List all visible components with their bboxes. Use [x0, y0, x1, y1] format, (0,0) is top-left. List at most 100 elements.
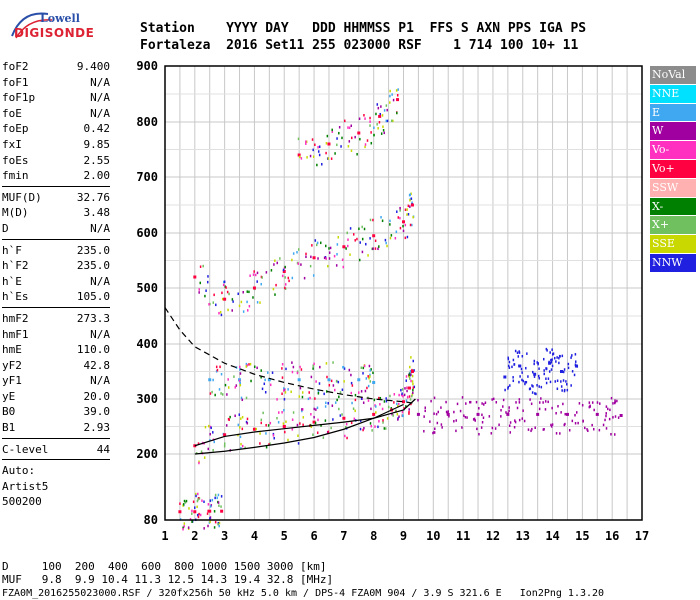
legend-item-nne: NNE	[650, 84, 696, 103]
trace-point	[380, 215, 382, 219]
trace-point	[285, 367, 287, 371]
trace-point	[217, 493, 220, 497]
trace-point	[537, 362, 539, 366]
trace-point	[208, 378, 212, 382]
param-value: N/A	[90, 221, 110, 235]
trace-point	[368, 364, 371, 368]
trace-point	[354, 135, 356, 139]
trace-point	[209, 520, 211, 524]
trace-point	[284, 265, 286, 269]
trace-point	[193, 275, 197, 279]
trace-point	[223, 280, 225, 284]
trace-point	[410, 192, 412, 195]
trace-point	[367, 254, 369, 257]
trace-point	[359, 427, 362, 431]
trace-point	[561, 389, 563, 392]
param-value: 105.0	[76, 290, 110, 304]
trace-point	[312, 364, 314, 367]
trace-point	[402, 220, 405, 224]
trace-point	[192, 500, 195, 504]
trace-point	[424, 409, 426, 413]
trace-point	[275, 283, 277, 287]
trace-point	[563, 389, 566, 393]
trace-point	[256, 366, 258, 370]
trace-point	[393, 393, 396, 396]
trace-point	[445, 410, 448, 414]
trace-point	[239, 383, 242, 387]
trace-point	[241, 444, 244, 448]
trace-point	[218, 524, 220, 528]
trace-point	[242, 290, 244, 294]
trace-point	[214, 393, 216, 397]
trace-point	[524, 382, 526, 386]
trace-point	[598, 428, 601, 432]
trace-point	[212, 431, 214, 434]
trace-point	[410, 373, 412, 376]
trace-point	[276, 398, 278, 401]
trace-point	[533, 359, 536, 363]
trace-point	[183, 522, 186, 525]
trace-point	[396, 94, 399, 97]
fit-curve	[164, 307, 416, 404]
trace-point	[540, 397, 542, 400]
trace-point	[207, 509, 209, 513]
trace-point	[537, 374, 540, 378]
trace-point	[599, 402, 601, 405]
trace-point	[498, 423, 500, 427]
logo-swoosh-icon	[11, 12, 53, 39]
trace-point	[538, 377, 541, 380]
trace-point	[297, 153, 301, 157]
y-tick-label: 400	[136, 337, 158, 351]
trace-point	[397, 216, 400, 219]
x-tick-label: 16	[605, 529, 619, 543]
trace-point	[372, 234, 376, 238]
trace-point	[218, 504, 220, 507]
trace-point	[534, 392, 536, 395]
trace-point	[329, 246, 332, 250]
param-row: foF1 N/A	[2, 75, 110, 91]
trace-point	[351, 384, 354, 387]
trace-point	[317, 390, 320, 393]
param-name: h`E	[2, 274, 22, 288]
trace-point	[550, 425, 553, 428]
trace-point	[207, 447, 210, 451]
trace-point	[245, 362, 248, 366]
param-name: fxI	[2, 137, 22, 151]
trace-point	[235, 366, 238, 369]
param-value: 44	[96, 442, 110, 456]
trace-point	[241, 427, 244, 431]
y-tick-label: 900	[136, 59, 158, 73]
trace-point	[610, 433, 612, 436]
trace-point	[544, 408, 547, 411]
trace-point	[465, 402, 467, 405]
trace-point	[219, 365, 221, 369]
trace-point	[239, 368, 241, 371]
trace-point	[555, 432, 558, 435]
trace-point	[578, 402, 581, 405]
trace-point	[373, 398, 376, 402]
trace-point	[369, 116, 371, 120]
fit-curve	[194, 398, 416, 447]
trace-point	[357, 131, 361, 135]
trace-point	[283, 389, 285, 392]
trace-point	[574, 422, 577, 425]
trace-point	[317, 145, 319, 149]
trace-point	[342, 416, 346, 420]
trace-point	[246, 417, 249, 421]
trace-point	[565, 412, 569, 416]
param-row: yF2 42.8	[2, 358, 110, 374]
trace-point	[396, 98, 400, 102]
trace-point	[526, 352, 528, 355]
trace-point	[259, 442, 261, 445]
trace-point	[362, 401, 365, 404]
trace-point	[317, 257, 319, 260]
trace-point	[461, 396, 464, 399]
trace-point	[342, 245, 346, 249]
trace-point	[373, 133, 375, 137]
trace-point	[411, 374, 414, 378]
trace-point	[518, 350, 520, 353]
trace-point	[206, 512, 209, 515]
trace-point	[249, 274, 251, 277]
trace-point	[550, 361, 553, 364]
trace-point	[520, 367, 523, 371]
